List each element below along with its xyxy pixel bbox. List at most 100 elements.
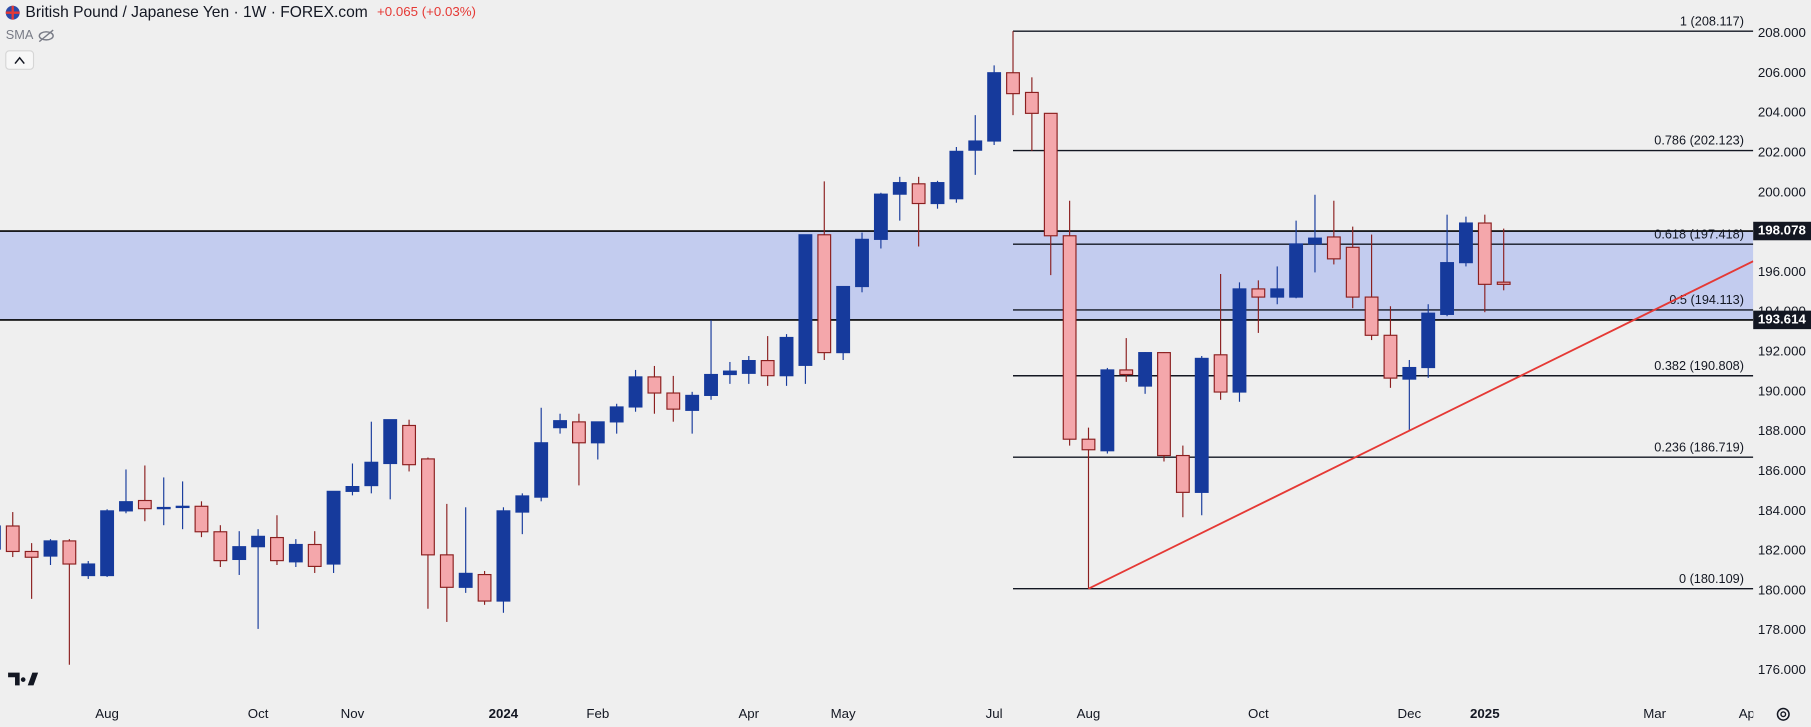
candle-body xyxy=(1289,243,1304,298)
candle-body xyxy=(194,505,209,533)
candle-body xyxy=(1138,352,1153,387)
candle-body xyxy=(817,234,832,354)
candle-body xyxy=(741,359,756,374)
candle-body xyxy=(1175,454,1190,493)
candle-body xyxy=(1043,112,1058,237)
candle-body xyxy=(1119,369,1134,376)
candle-body xyxy=(609,406,624,423)
candle-body xyxy=(1006,72,1020,95)
candle-body xyxy=(1402,366,1417,380)
price-label-box xyxy=(1753,310,1811,330)
candle-body xyxy=(1345,246,1360,298)
collapse-button[interactable] xyxy=(5,50,35,70)
logo xyxy=(8,672,39,686)
candle-body xyxy=(1270,288,1285,298)
candle-body xyxy=(326,490,341,565)
x-tick-label: Apr xyxy=(738,706,759,721)
y-tick-label: 208.000 xyxy=(1758,25,1806,40)
fib-label: 0.5 (194.113) xyxy=(1669,292,1744,307)
candle-body xyxy=(345,486,360,492)
candle-body xyxy=(590,421,605,444)
candle-body xyxy=(1459,222,1473,264)
candle-body xyxy=(836,285,851,354)
candle-body xyxy=(232,546,247,561)
x-tick-label: May xyxy=(831,706,856,721)
y-tick-label: 202.000 xyxy=(1758,144,1806,159)
y-tick-label: 180.000 xyxy=(1758,582,1806,597)
candle-body xyxy=(1100,369,1115,452)
candle-body xyxy=(968,140,983,151)
y-tick-label: 204.000 xyxy=(1758,105,1806,120)
candle-body xyxy=(760,359,775,377)
y-tick-label: 190.000 xyxy=(1758,383,1806,398)
y-tick-label: 196.000 xyxy=(1758,264,1806,279)
x-tick-label: Aug xyxy=(95,706,119,721)
candle-body xyxy=(5,525,20,553)
candle-body xyxy=(1232,288,1247,393)
candle-body xyxy=(288,543,303,563)
candle-body xyxy=(251,535,266,548)
candle-body xyxy=(439,554,454,588)
y-tick-label: 206.000 xyxy=(1758,65,1806,80)
candle-body xyxy=(496,510,511,602)
x-tick-label: Oct xyxy=(1248,706,1269,721)
price-change: +0.065 (+0.03%) xyxy=(377,4,476,19)
candle-body xyxy=(1251,288,1266,298)
candle-body xyxy=(873,193,888,240)
fib-label: 1 (208.117) xyxy=(1680,13,1744,28)
visibility-icon[interactable] xyxy=(38,29,54,43)
symbol-flag-cross xyxy=(5,5,20,20)
candle-body xyxy=(270,536,284,562)
candle-body xyxy=(798,234,813,366)
candle-body xyxy=(62,540,77,565)
candle-body xyxy=(81,563,96,577)
candle-body xyxy=(1440,262,1455,315)
fib-label: 0.236 (186.719) xyxy=(1654,439,1744,454)
header: British Pound / Japanese Yen · 1W · FORE… xyxy=(5,4,476,70)
candle-body xyxy=(779,336,794,377)
indicator-name[interactable]: SMA xyxy=(6,27,34,42)
candle-body xyxy=(1421,312,1436,369)
x-tick-label: Aug xyxy=(1077,706,1101,721)
x-tick-label: Oct xyxy=(248,706,269,721)
y-tick-label: 192.000 xyxy=(1758,344,1806,359)
candle-body xyxy=(43,540,58,557)
candle-body xyxy=(534,442,549,498)
fib-label: 0.786 (202.123) xyxy=(1654,133,1744,148)
x-tick-label: 2024 xyxy=(489,706,519,721)
candle-body xyxy=(722,370,737,376)
fib-label: 0 (180.109) xyxy=(1679,571,1744,586)
candle-body xyxy=(477,573,492,602)
y-tick-label: 178.000 xyxy=(1758,622,1806,637)
candle-body xyxy=(137,499,152,510)
fib-label: 0.382 (190.808) xyxy=(1654,358,1744,373)
candle-body xyxy=(628,376,643,408)
price-axis: 176.000 178.000 180.000 182.000 184.000 186.0… xyxy=(1753,25,1811,677)
x-tick-label: Nov xyxy=(341,706,365,721)
x-tick-label: Jul xyxy=(986,706,1003,721)
price-label: 193.614 xyxy=(1758,311,1807,326)
candle-body xyxy=(930,182,945,205)
candle-body xyxy=(458,572,473,588)
candle-body xyxy=(421,458,435,556)
candle-body xyxy=(402,424,417,466)
x-tick-label: Mar xyxy=(1643,706,1666,721)
candle-body xyxy=(1496,281,1511,285)
x-tick-label: Apr xyxy=(1739,706,1760,721)
settings-icon[interactable] xyxy=(1776,707,1790,721)
collapse-icon xyxy=(14,56,25,65)
candle-body xyxy=(1383,334,1398,379)
y-tick-label: 200.000 xyxy=(1758,184,1806,199)
y-tick-label: 188.000 xyxy=(1758,423,1806,438)
candle-body xyxy=(1081,438,1096,451)
candle-body xyxy=(1364,296,1379,336)
time-axis: Aug Oct Nov 2024 Feb Apr May Jul Aug Oct Dec 2025 Ma… xyxy=(95,706,1760,721)
trendline xyxy=(1088,260,1754,590)
candle-body xyxy=(1024,91,1039,114)
candle-body xyxy=(987,72,1002,142)
candle-body xyxy=(364,461,379,487)
price-label: 198.078 xyxy=(1758,223,1806,238)
symbol-title: British Pound / Japanese Yen · 1W · FORE… xyxy=(25,4,367,21)
fib-label: 0.618 (197.418) xyxy=(1654,226,1744,241)
